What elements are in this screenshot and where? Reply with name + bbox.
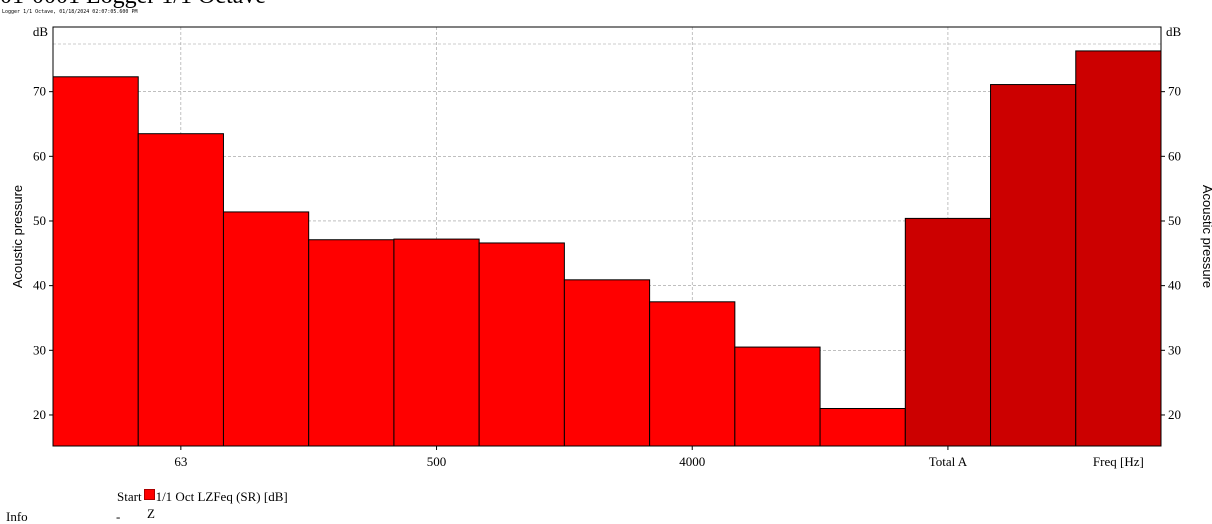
y-tick-label-right: 40 (1168, 278, 1181, 293)
info-label: Info (6, 509, 28, 524)
y-tick-label: 50 (33, 213, 46, 228)
bar (1075, 50, 1162, 447)
bar (393, 238, 480, 447)
chart-title: 01-0001 Logger 1/1 Octave (0, 0, 266, 8)
x-axis-title: Freq [Hz] (1093, 454, 1144, 469)
bar (563, 279, 651, 447)
y-unit-label-right: dB (1166, 24, 1182, 39)
bar (904, 217, 992, 447)
y-axis-title-right: Acoustic pressure (1200, 185, 1212, 288)
y-tick-label-right: 70 (1168, 84, 1181, 99)
y-tick-label-right: 50 (1168, 213, 1181, 228)
y-axis-title: Acoustic pressure (10, 185, 25, 288)
plot-frame (52, 26, 1162, 447)
bars (52, 50, 1162, 447)
x-tick-label: Total A (929, 454, 968, 469)
legend: Start 1/1 Oct LZFeq (SR) [dB] (117, 489, 288, 504)
chart-subtitle: Logger 1/1 Octave, 01/18/2024 02:07:05.6… (2, 9, 138, 15)
bar (222, 211, 310, 447)
bar (137, 133, 224, 447)
bar (478, 242, 565, 447)
x-tick-label: 4000 (679, 454, 705, 469)
legend-start-label: Start (117, 489, 142, 504)
y-unit-label: dB (33, 24, 49, 39)
legend-series-label: 1/1 Oct LZFeq (SR) [dB] (155, 489, 288, 504)
x-tick-label: 500 (427, 454, 447, 469)
info-weighting: Z (147, 506, 155, 521)
bar (308, 239, 395, 447)
axes: 20 20 30 30 40 40 50 50 60 60 70 70 dB dB Acoustic pre… (10, 24, 1212, 469)
y-tick-label-right: 30 (1168, 342, 1181, 357)
bar (734, 346, 821, 447)
x-tick-label: 63 (174, 454, 187, 469)
bar (819, 407, 906, 447)
bar (990, 84, 1077, 447)
info-dash: - (116, 509, 121, 524)
y-tick-label: 60 (33, 148, 46, 163)
legend-swatch (143, 489, 155, 500)
y-tick-label: 70 (33, 84, 46, 99)
y-tick-label: 30 (33, 342, 46, 357)
bar (52, 76, 139, 447)
y-tick-label: 20 (33, 407, 46, 422)
bar (649, 301, 736, 447)
y-tick-label-right: 60 (1168, 148, 1181, 163)
y-tick-label: 40 (33, 278, 46, 293)
y-tick-label-right: 20 (1168, 407, 1181, 422)
